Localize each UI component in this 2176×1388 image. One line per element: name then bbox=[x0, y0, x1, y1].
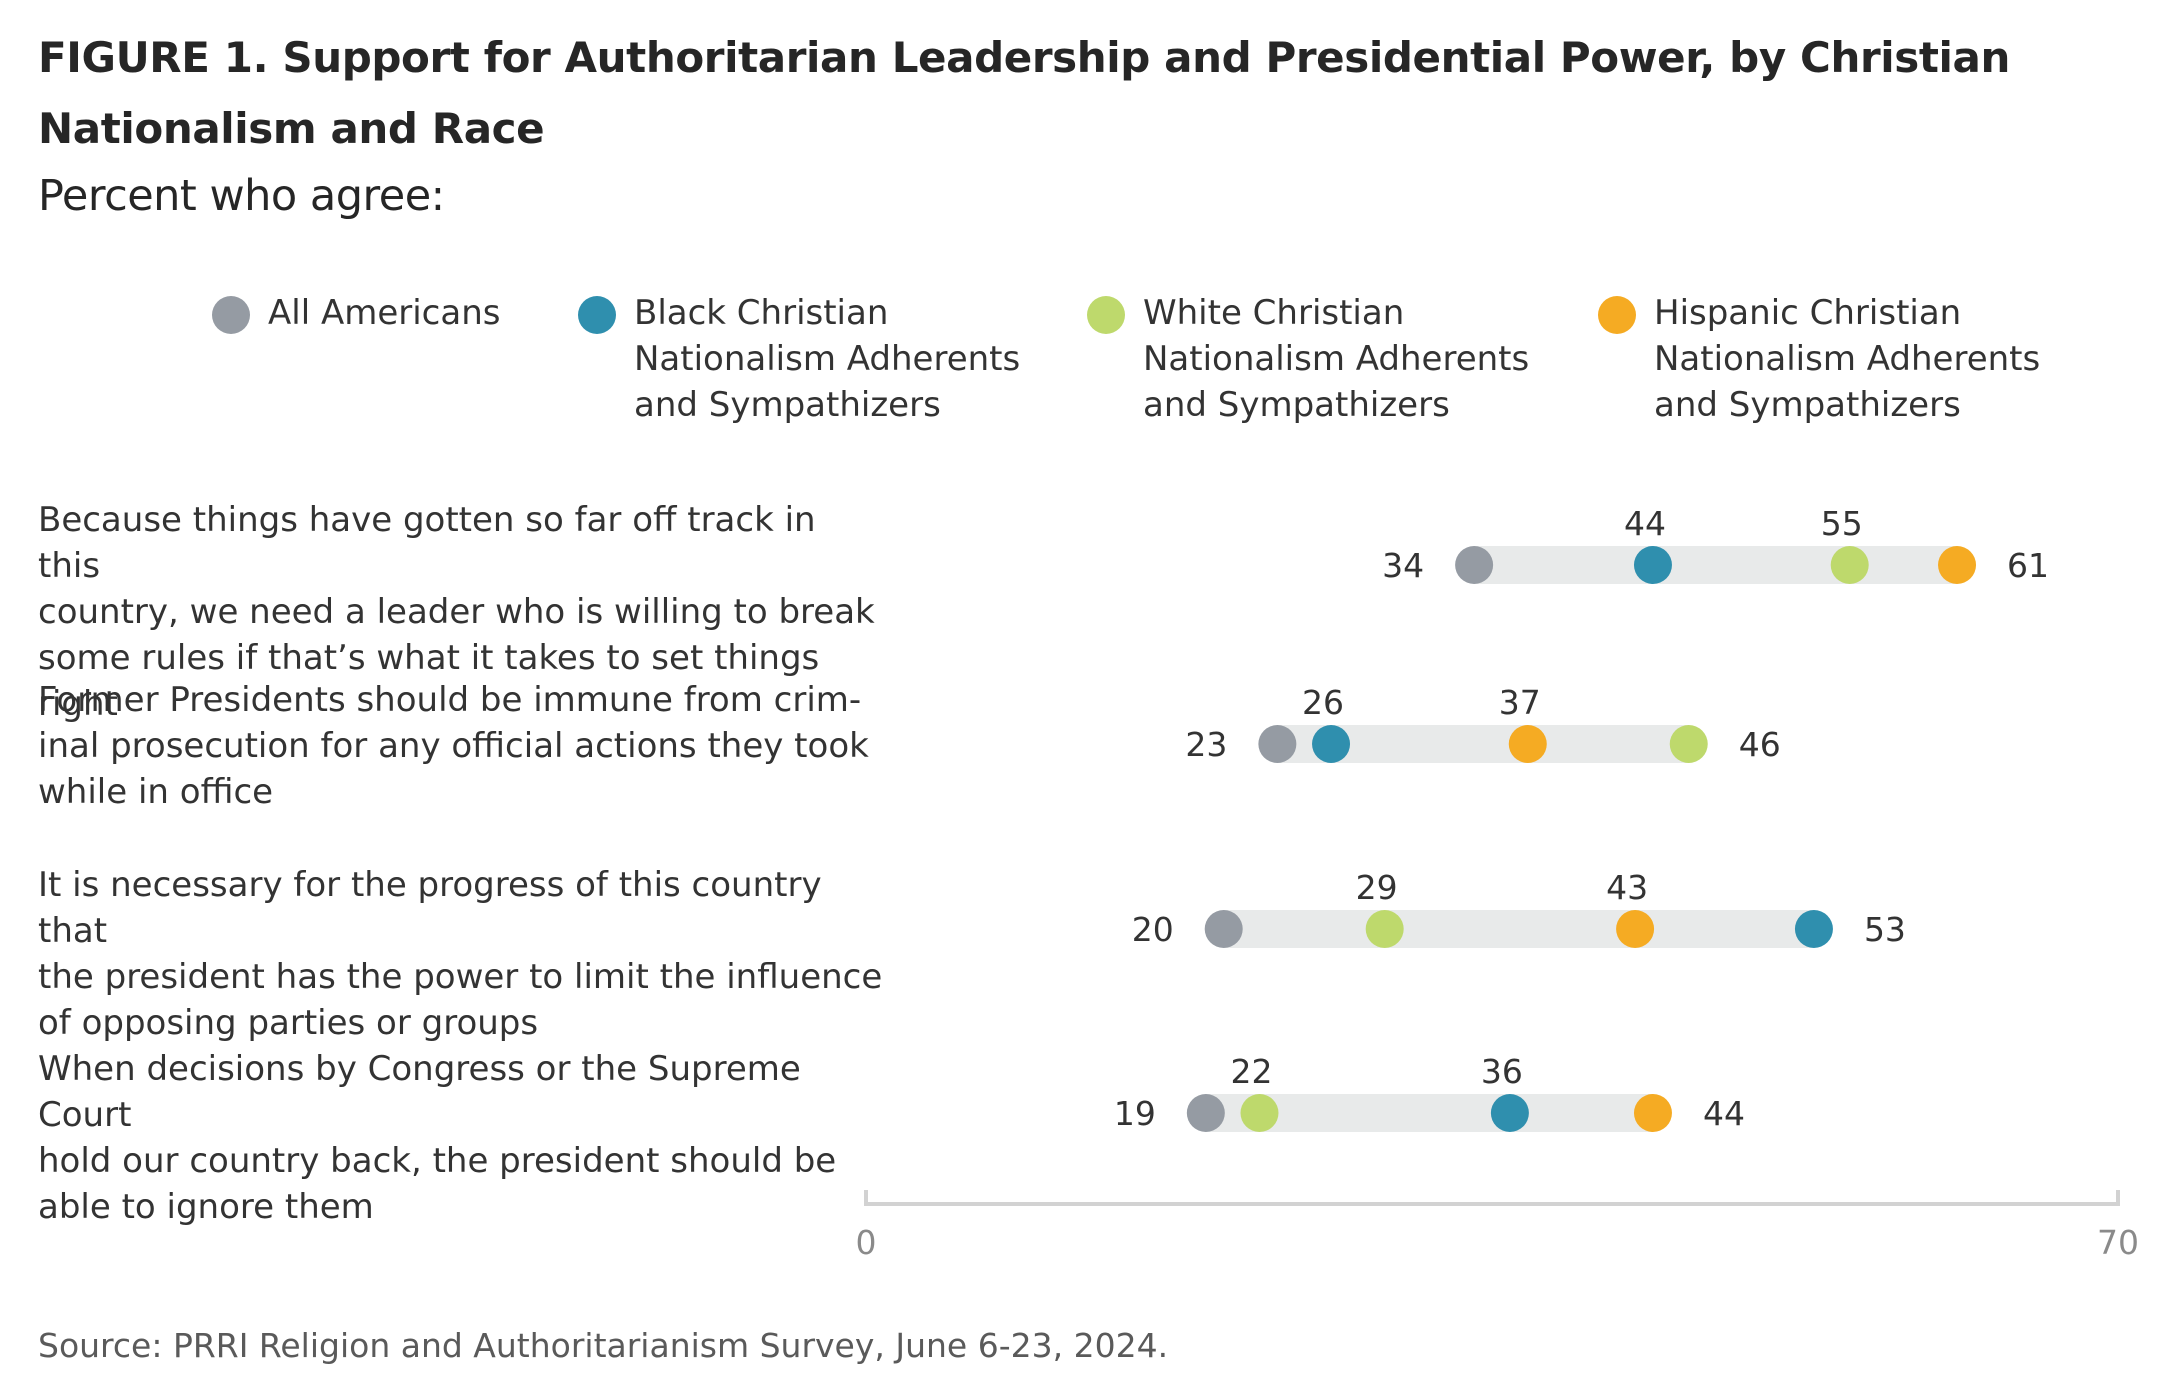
value-label-series1-row1: 34 bbox=[1382, 546, 1424, 585]
legend-swatch-black bbox=[578, 296, 616, 334]
row-label-4: When decisions by Congress or the Suprem… bbox=[38, 1049, 837, 1227]
dot-series2-row1 bbox=[1633, 546, 1672, 584]
dot-series2-row3 bbox=[1794, 910, 1833, 948]
source-note: Source: PRRI Religion and Authoritariani… bbox=[38, 1326, 1169, 1365]
value-label-series3-row2: 46 bbox=[1739, 725, 1781, 764]
dot-series1-row3 bbox=[1204, 910, 1243, 948]
value-label-series2-row1: 44 bbox=[1624, 504, 1666, 543]
dot-plot: 0 70 34 44 55 61 23 26 46 37 20 53 29 43 19 36 22 44 bbox=[856, 504, 2140, 1262]
value-label-series4-row2: 37 bbox=[1499, 683, 1541, 722]
value-label-series2-row3: 53 bbox=[1864, 910, 1906, 949]
legend-swatch-all-americans bbox=[212, 296, 250, 334]
x-tick-label-min: 0 bbox=[856, 1223, 877, 1262]
dot-series3-row1 bbox=[1830, 546, 1869, 584]
dot-series4-row4 bbox=[1633, 1094, 1672, 1132]
dot-series3-row4 bbox=[1240, 1094, 1279, 1132]
legend-label-hispanic: Hispanic Christian Nationalism Adherents… bbox=[1654, 293, 2041, 425]
value-label-series1-row3: 20 bbox=[1132, 910, 1174, 949]
dot-series2-row4 bbox=[1490, 1094, 1529, 1132]
value-label-series4-row3: 43 bbox=[1606, 868, 1648, 907]
legend-swatch-hispanic bbox=[1598, 296, 1636, 334]
row-label-1: Because things have gotten so far off tr… bbox=[38, 500, 875, 724]
value-label-series1-row4: 19 bbox=[1114, 1094, 1156, 1133]
dot-series3-row2 bbox=[1669, 725, 1708, 763]
value-label-series2-row4: 36 bbox=[1481, 1052, 1523, 1091]
legend: All Americans Black Christian Nationalis… bbox=[0, 290, 2176, 440]
chart-subtitle: Percent who agree: bbox=[38, 171, 445, 221]
value-label-series4-row1: 61 bbox=[2007, 546, 2049, 585]
value-label-series1-row2: 23 bbox=[1185, 725, 1227, 764]
value-label-series4-row4: 44 bbox=[1703, 1094, 1745, 1133]
value-label-series3-row1: 55 bbox=[1821, 504, 1863, 543]
dot-series4-row3 bbox=[1616, 910, 1655, 948]
value-label-series3-row4: 22 bbox=[1230, 1052, 1272, 1091]
x-tick-label-max: 70 bbox=[2097, 1223, 2139, 1262]
dot-series4-row1 bbox=[1938, 546, 1977, 584]
legend-label-white: White Christian Nationalism Adherents an… bbox=[1143, 293, 1530, 425]
dot-series1-row4 bbox=[1186, 1094, 1225, 1132]
legend-swatch-white bbox=[1087, 296, 1125, 334]
legend-label-black: Black Christian Nationalism Adherents an… bbox=[634, 293, 1021, 425]
dot-series4-row2 bbox=[1508, 725, 1547, 763]
row-label-2: Former Presidents should be immune from … bbox=[38, 680, 869, 812]
chart-title: FIGURE 1. Support for Authoritarian Lead… bbox=[38, 33, 2010, 153]
value-label-series3-row3: 29 bbox=[1356, 868, 1398, 907]
dot-series1-row1 bbox=[1455, 546, 1494, 584]
value-label-series2-row2: 26 bbox=[1302, 683, 1344, 722]
dot-series2-row2 bbox=[1312, 725, 1351, 763]
legend-label-all-americans: All Americans bbox=[268, 293, 501, 333]
row-label-3: It is necessary for the progress of this… bbox=[38, 865, 883, 1043]
dot-series1-row2 bbox=[1258, 725, 1297, 763]
dot-series3-row3 bbox=[1365, 910, 1404, 948]
